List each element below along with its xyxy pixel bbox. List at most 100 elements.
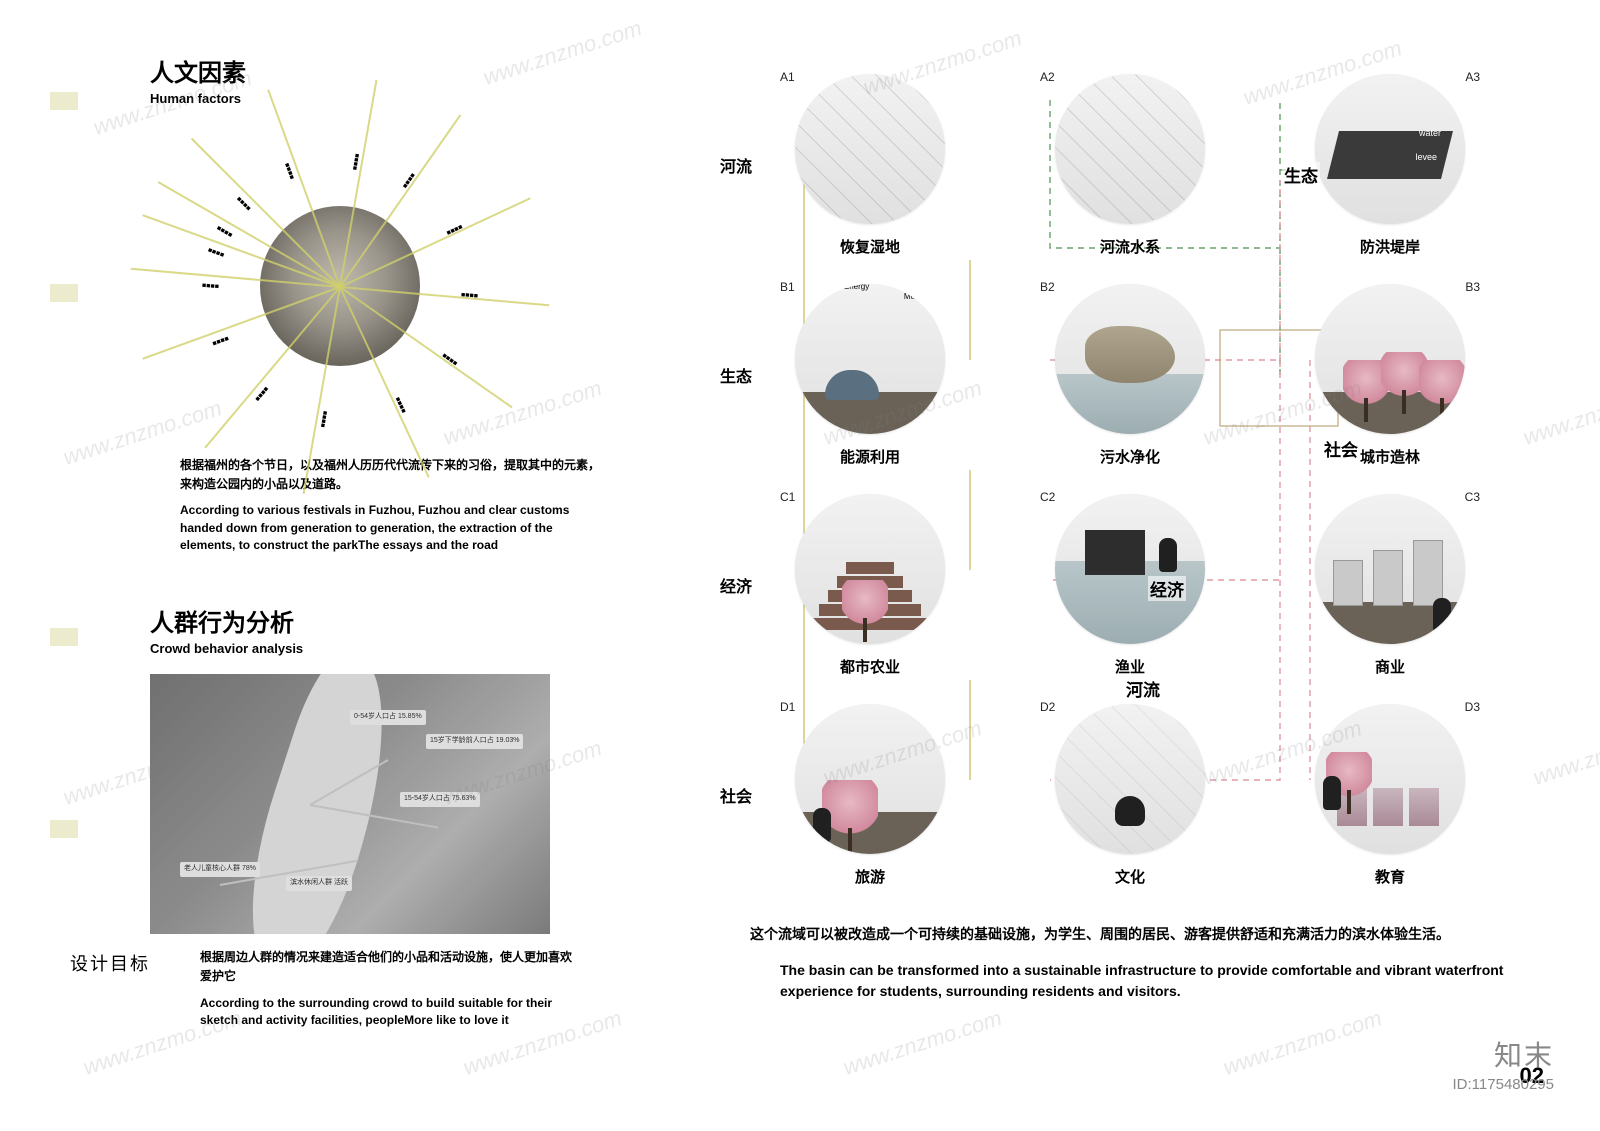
cell-circle: water levee	[1315, 74, 1465, 224]
radial-ray-label: ■■■■	[400, 170, 418, 191]
cell-caption: 能源利用	[840, 446, 900, 467]
cell-caption: 防洪堤岸	[1360, 236, 1420, 257]
summary-cn: 这个流域可以被改造成一个可持续的基础设施，为学生、周围的居民、游客提供舒适和充满…	[750, 924, 1540, 944]
cell-code: C3	[1465, 490, 1480, 504]
grid-cell: A2河流水系	[1040, 74, 1220, 257]
radial-ray-label: ■■■■	[392, 395, 408, 416]
page: 人文因素 Human factors ■■■■ ■■■■ ■■■■ ■■■■ ■■■■ ■…	[0, 0, 1600, 1131]
grid-cell: A3waterlevee防洪堤岸	[1300, 74, 1480, 257]
map-callout: 滨水休闲人群 活跃	[286, 876, 352, 890]
summary-en: The basin can be transformed into a sust…	[780, 960, 1540, 1002]
radial-ray-label: ■■■■	[460, 290, 480, 301]
title-cn-crowd: 人群行为分析	[150, 610, 660, 639]
circle-annot: levee	[1415, 152, 1437, 162]
map-callout: 0-54岁人口占 15.85%	[350, 710, 426, 724]
inter-label: 河流	[1124, 676, 1162, 701]
cell-caption: 恢复湿地	[840, 236, 900, 257]
radial-ray-label: ■■■■	[201, 280, 221, 291]
cell-circle: Solar Energy Methane	[795, 284, 945, 434]
radial-diagram: ■■■■■■■■■■■■■■■■■■■■■■■■■■■■■■■■■■■■■■■■…	[80, 126, 600, 446]
radial-ray-label: ■■■■	[210, 333, 231, 348]
inter-label: 经济	[1148, 576, 1186, 601]
brand-id: ID:1175480295	[1453, 1076, 1554, 1093]
section-human-factors: 人文因素 Human factors	[150, 60, 660, 106]
inter-label: 生态	[1282, 162, 1320, 187]
cell-code: C2	[1040, 490, 1055, 504]
grid-cell: C2渔业	[1040, 494, 1220, 677]
grid-cell: B1Solar EnergyMethane能源利用	[780, 284, 960, 467]
cell-circle	[1055, 284, 1205, 434]
row-label: 社会	[720, 783, 774, 807]
cell-caption: 城市造林	[1360, 446, 1420, 467]
radial-ray-label: ■■■■	[206, 244, 227, 259]
cell-caption: 文化	[1115, 866, 1145, 887]
cell-code: D3	[1465, 700, 1480, 714]
cell-code: D1	[780, 700, 795, 714]
grid-cell: A1恢复湿地	[780, 74, 960, 257]
cell-code: B2	[1040, 280, 1055, 294]
caption-en-human: According to various festivals in Fuzhou…	[180, 502, 610, 554]
cell-code: A3	[1465, 70, 1480, 84]
cell-circle	[1055, 494, 1205, 644]
cell-code: D2	[1040, 700, 1055, 714]
cell-caption: 河流水系	[1100, 236, 1160, 257]
cell-code: A1	[780, 70, 795, 84]
grid-cell: D3教育	[1300, 704, 1480, 887]
cell-circle	[1055, 74, 1205, 224]
grid-row: 河流A1恢复湿地A2河流水系A3waterlevee防洪堤岸	[720, 60, 1540, 270]
cell-caption: 都市农业	[840, 656, 900, 677]
caption-en-crowd: According to the surrounding crowd to bu…	[200, 995, 580, 1030]
cell-circle	[795, 704, 945, 854]
cell-caption: 污水净化	[1100, 446, 1160, 467]
grid-row: 社会D1旅游D2文化D3教育	[720, 690, 1540, 900]
circle-annot: Methane	[904, 292, 935, 301]
cell-caption: 教育	[1375, 866, 1405, 887]
cell-circle	[1315, 284, 1465, 434]
inter-label: 社会	[1322, 436, 1360, 461]
grid-cell: B2污水净化	[1040, 284, 1220, 467]
grid-cell: D1旅游	[780, 704, 960, 887]
cell-code: B1	[780, 280, 795, 294]
grid-row: 经济C1都市农业C2渔业C3商业	[720, 480, 1540, 690]
design-goal-label: 设计目标	[70, 950, 150, 976]
left-column: 人文因素 Human factors ■■■■ ■■■■ ■■■■ ■■■■ ■■■■ ■…	[50, 60, 660, 1091]
brand-name: 知末	[1453, 1034, 1554, 1074]
row-label: 经济	[720, 573, 774, 597]
title-en-crowd: Crowd behavior analysis	[150, 641, 660, 656]
grid-cell: D2文化	[1040, 704, 1220, 887]
cell-caption: 旅游	[855, 866, 885, 887]
cell-caption: 渔业	[1115, 656, 1145, 677]
map-callout: 15岁下学龄前人口占 19.03%	[426, 734, 523, 748]
circle-annot: water	[1419, 128, 1441, 138]
cell-circle	[1055, 704, 1205, 854]
cell-circle	[1315, 494, 1465, 644]
brand-watermark: 知末 ID:1175480295	[1453, 1034, 1554, 1093]
circle-annot: Solar Energy	[823, 284, 869, 291]
right-column: 河流A1恢复湿地A2河流水系A3waterlevee防洪堤岸生态B1Solar …	[660, 60, 1540, 1091]
title-cn-human: 人文因素	[150, 60, 660, 89]
radial-ray-label: ■■■■	[444, 222, 465, 238]
map-diagram: 0-54岁人口占 15.85%15岁下学龄前人口占 19.03% 15-54岁人口…	[150, 674, 550, 934]
cell-circle	[1315, 704, 1465, 854]
concept-grid: 河流A1恢复湿地A2河流水系A3waterlevee防洪堤岸生态B1Solar …	[720, 60, 1540, 900]
cell-circle	[795, 74, 945, 224]
radial-ray-label: ■■■■	[439, 351, 460, 369]
row-label: 生态	[720, 363, 774, 387]
map-callout: 15-54岁人口占 75.63%	[400, 792, 480, 806]
title-en-human: Human factors	[150, 91, 660, 106]
cell-circle	[795, 494, 945, 644]
cell-code: B3	[1465, 280, 1480, 294]
grid-cell: C1都市农业	[780, 494, 960, 677]
grid-cell: C3商业	[1300, 494, 1480, 677]
cell-code: A2	[1040, 70, 1055, 84]
caption-cn-crowd: 根据周边人群的情况来建造适合他们的小品和活动设施，使人更加喜欢爱护它	[200, 948, 580, 986]
caption-cn-human: 根据福州的各个节日，以及福州人历历代代流传下来的习俗，提取其中的元素，来构造公园…	[180, 456, 610, 494]
radial-ray-label: ■■■■	[317, 409, 329, 429]
watermark-text: www.znzmo.com	[1530, 715, 1600, 791]
section-crowd: 人群行为分析 Crowd behavior analysis	[150, 610, 660, 656]
cell-code: C1	[780, 490, 795, 504]
grid-row: 生态B1Solar EnergyMethane能源利用B2污水净化B3城市造林	[720, 270, 1540, 480]
row-label: 河流	[720, 153, 774, 177]
map-callout: 老人儿童核心人群 78%	[180, 862, 260, 876]
cell-caption: 商业	[1375, 656, 1405, 677]
